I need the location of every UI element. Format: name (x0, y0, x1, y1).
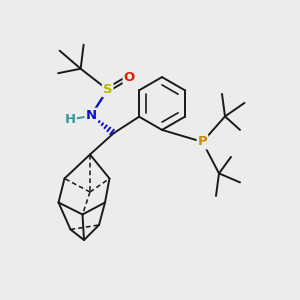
Text: N: N (85, 109, 97, 122)
Text: O: O (124, 70, 135, 84)
Text: S: S (103, 83, 112, 96)
Text: P: P (198, 135, 207, 148)
Text: H: H (64, 113, 76, 126)
